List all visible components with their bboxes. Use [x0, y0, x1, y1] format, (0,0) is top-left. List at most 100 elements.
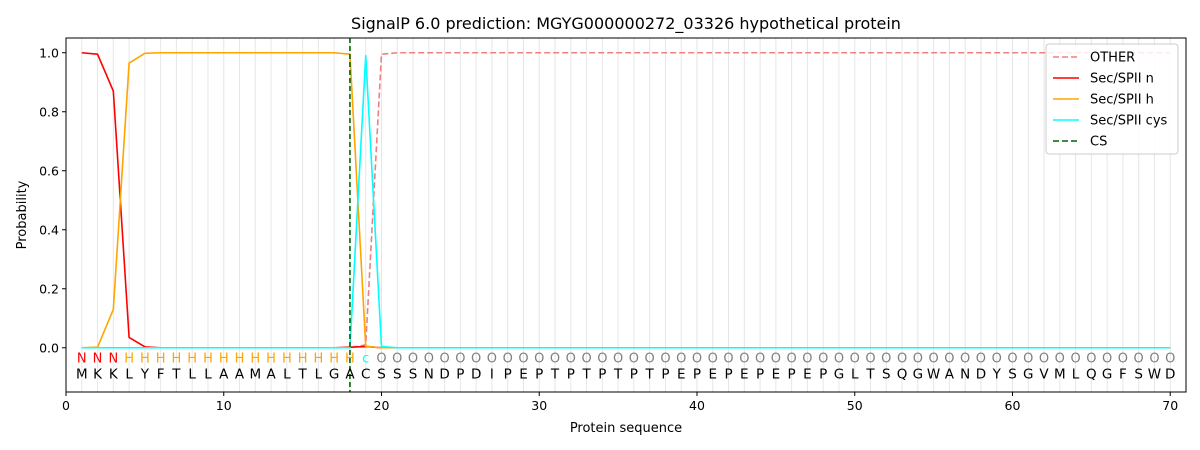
sequence-letter: P: [567, 367, 575, 383]
annotation-letter: O: [818, 352, 828, 367]
x-tick-label: 40: [689, 398, 705, 413]
annotation-letter: H: [172, 352, 182, 367]
annotation-letter: O: [913, 352, 923, 367]
annotation-letter: O: [1086, 352, 1096, 367]
sequence-letter: Q: [897, 367, 908, 383]
x-tick-label: 70: [1162, 398, 1178, 413]
annotation-letter: O: [881, 352, 891, 367]
annotation-letter: O: [1134, 352, 1144, 367]
sequence-letter: A: [345, 367, 355, 383]
sequence-letter: N: [960, 367, 970, 383]
y-tick-label: 0.0: [39, 340, 59, 355]
sequence-letter: D: [976, 367, 986, 383]
sequence-letter: G: [329, 367, 339, 383]
x-tick-label: 0: [62, 398, 70, 413]
annotation-letter: H: [140, 352, 150, 367]
annotation-letter: O: [708, 352, 718, 367]
sequence-letter: I: [490, 367, 494, 383]
sequence-letter: T: [297, 367, 307, 383]
annotation-letter: O: [739, 352, 749, 367]
sequence-letter: S: [409, 367, 418, 383]
annotation-letter: O: [992, 352, 1002, 367]
annotation-letter: O: [408, 352, 418, 367]
legend-label: Sec/SPII n: [1090, 72, 1154, 87]
sequence-letter: A: [945, 367, 955, 383]
sequence-letter: P: [598, 367, 606, 383]
annotation-letter: O: [566, 352, 576, 367]
annotation-letter: H: [298, 352, 308, 367]
sequence-letter: P: [504, 367, 512, 383]
sequence-letter: A: [266, 367, 276, 383]
annotation-letter: H: [250, 352, 260, 367]
legend-label: CS: [1090, 135, 1107, 150]
annotation-letter: O: [534, 352, 544, 367]
annotation-letter: O: [392, 352, 402, 367]
sequence-letter: F: [157, 367, 165, 383]
annotation-letter: O: [755, 352, 765, 367]
annotation-letter: H: [345, 352, 355, 367]
annotation-letter: O: [676, 352, 686, 367]
sequence-letter: S: [377, 367, 386, 383]
annotation-letter: O: [503, 352, 513, 367]
annotation-letter: O: [487, 352, 497, 367]
annotation-letter: O: [834, 352, 844, 367]
sequence-letter: W: [927, 367, 940, 383]
sequence-letter: P: [756, 367, 764, 383]
sequence-letter: T: [645, 367, 655, 383]
sequence-letter: P: [456, 367, 464, 383]
annotation-letter: O: [976, 352, 986, 367]
sequence-letter: Y: [992, 367, 1002, 383]
sequence-letter: G: [834, 367, 844, 383]
annotation-letter: O: [692, 352, 702, 367]
sequence-letter: S: [1008, 367, 1017, 383]
sequence-letter: E: [803, 367, 812, 383]
sequence-letter: M: [249, 367, 261, 383]
annotation-letter: N: [108, 352, 118, 367]
annotation-letter: N: [93, 352, 103, 367]
sequence-letter: T: [550, 367, 560, 383]
sequence-letter: P: [535, 367, 543, 383]
sequence-letter: S: [1134, 367, 1143, 383]
legend-label: Sec/SPII cys: [1090, 114, 1168, 129]
sequence-letter: Y: [140, 367, 150, 383]
annotation-letter: O: [613, 352, 623, 367]
y-tick-label: 0.2: [39, 281, 59, 296]
sequence-letter: P: [630, 367, 638, 383]
sequence-letter: P: [661, 367, 669, 383]
annotation-letter: O: [1023, 352, 1033, 367]
sequence-letter: E: [772, 367, 781, 383]
annotation-letter: H: [329, 352, 339, 367]
annotation-letter: O: [550, 352, 560, 367]
annotation-letter: O: [723, 352, 733, 367]
annotation-letter: O: [1102, 352, 1112, 367]
sequence-letter: L: [851, 367, 859, 383]
sequence-letter: D: [439, 367, 449, 383]
sequence-letter: G: [1023, 367, 1033, 383]
sequence-letter: A: [235, 367, 245, 383]
sequence-letter: L: [315, 367, 323, 383]
annotation-letter: O: [1055, 352, 1065, 367]
annotation-letter: N: [77, 352, 87, 367]
annotation-letter: O: [439, 352, 449, 367]
annotation-letter: O: [1118, 352, 1128, 367]
sequence-letter: S: [393, 367, 402, 383]
annotation-letter: O: [1039, 352, 1049, 367]
sequence-letter: E: [519, 367, 528, 383]
annotation-letter: O: [897, 352, 907, 367]
annotation-letter: O: [424, 352, 434, 367]
y-tick-label: 0.8: [39, 104, 59, 119]
sequence-letter: L: [1072, 367, 1080, 383]
annotation-letter: O: [455, 352, 465, 367]
sequence-letter: G: [1102, 367, 1112, 383]
sequence-letter: K: [93, 367, 103, 383]
sequence-letter: M: [76, 367, 88, 383]
annotation-letter: O: [581, 352, 591, 367]
x-tick-label: 30: [531, 398, 547, 413]
y-axis-title: Probability: [15, 180, 30, 249]
y-tick-label: 0.6: [39, 163, 59, 178]
sequence-letter: P: [788, 367, 796, 383]
sequence-letter: D: [471, 367, 481, 383]
annotation-letter: O: [660, 352, 670, 367]
sequence-letter: P: [724, 367, 732, 383]
